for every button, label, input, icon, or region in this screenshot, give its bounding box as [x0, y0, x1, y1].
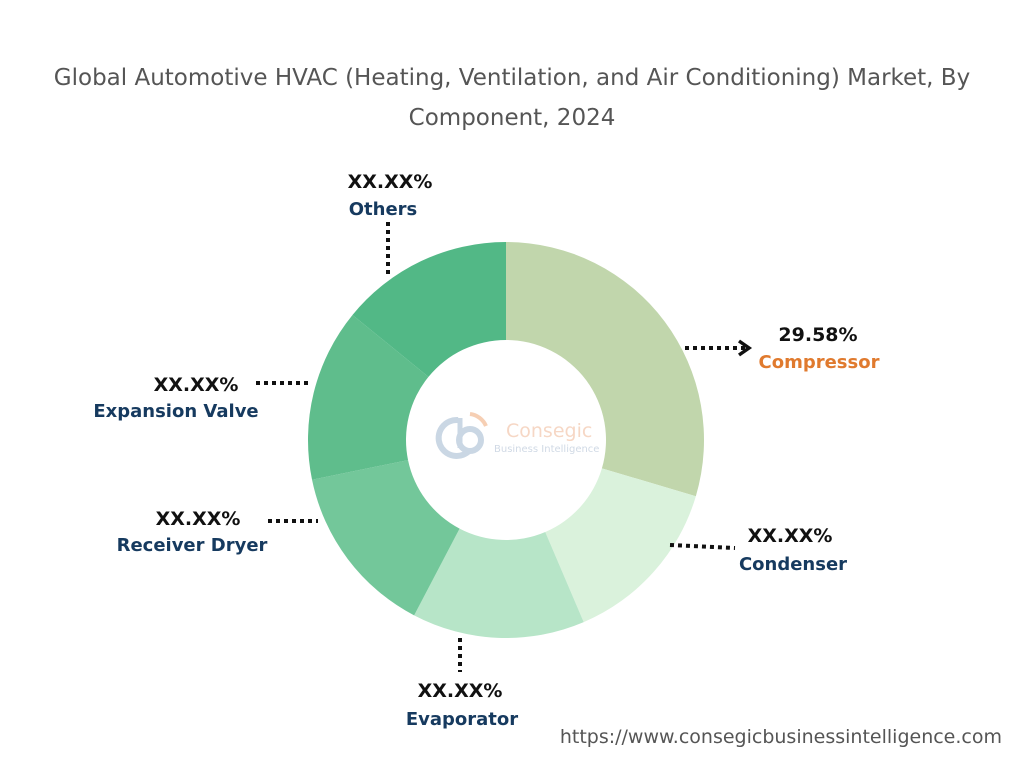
- watermark-tagline: Business Intelligence: [494, 444, 599, 455]
- data-label-others-value: XX.XX%: [348, 171, 433, 193]
- leader-condenser: [669, 543, 736, 550]
- data-label-condenser-name: Condenser: [739, 554, 847, 575]
- data-label-receiver-dryer-value: XX.XX%: [156, 508, 241, 530]
- slice-evaporator: [414, 528, 584, 638]
- watermark-logo: Consegic Business Intelligence: [435, 412, 599, 459]
- slice-expansion-valve: [308, 314, 429, 480]
- slice-others: [352, 242, 506, 377]
- data-label-expansion-valve-value: XX.XX%: [154, 374, 239, 396]
- data-label-compressor-value: 29.58%: [778, 324, 857, 346]
- data-label-compressor-name: Compressor: [759, 352, 880, 373]
- data-label-evaporator-value: XX.XX%: [418, 680, 503, 702]
- data-label-expansion-valve-name: Expansion Valve: [93, 401, 258, 422]
- watermark-brand: Consegic: [506, 420, 592, 442]
- slice-receiver-dryer: [312, 460, 460, 616]
- data-label-condenser-value: XX.XX%: [748, 525, 833, 547]
- slice-condenser: [545, 468, 696, 623]
- source-url[interactable]: https://www.consegicbusinessintelligence…: [559, 726, 1002, 748]
- arrow-head-icon: [737, 339, 753, 357]
- chart-title: Global Automotive HVAC (Heating, Ventila…: [53, 65, 971, 131]
- data-label-evaporator-name: Evaporator: [406, 709, 518, 730]
- data-label-others-name: Others: [349, 199, 418, 220]
- slice-compressor: [506, 242, 705, 497]
- data-label-receiver-dryer-name: Receiver Dryer: [117, 535, 268, 556]
